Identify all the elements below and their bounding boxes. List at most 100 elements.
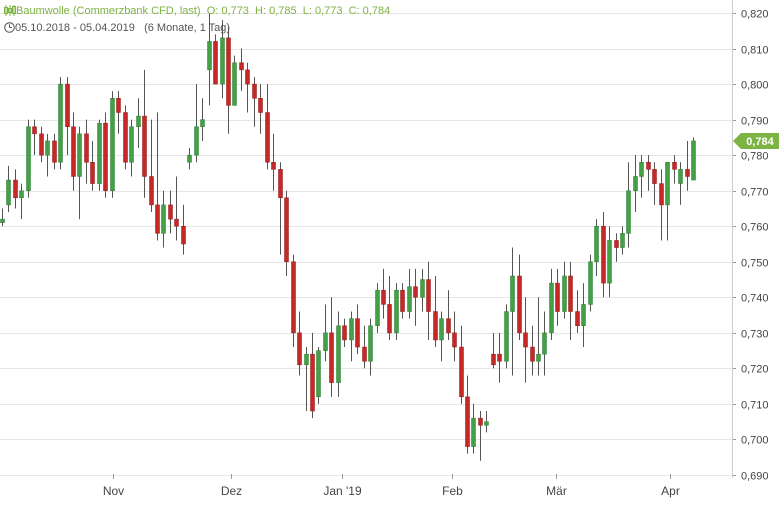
candle-body-up <box>323 332 328 351</box>
candle <box>161 190 166 248</box>
candle <box>375 283 380 333</box>
candle <box>691 137 696 181</box>
candle <box>291 254 296 348</box>
candle-body-up <box>19 190 24 199</box>
candle-body-up <box>194 126 199 156</box>
x-tick-label: Jan '19 <box>323 484 362 498</box>
candle <box>252 76 257 127</box>
candle <box>620 226 625 255</box>
candle <box>510 247 515 376</box>
candle-body-up <box>45 140 50 156</box>
candle-body-up <box>97 122 102 184</box>
candle <box>549 268 554 340</box>
candle <box>491 332 496 369</box>
candle <box>446 290 451 340</box>
candle-body-down <box>497 353 502 362</box>
candle <box>342 318 347 348</box>
chart-header-range: 05.10.2018 - 05.04.2019 (6 Monate, 1 Tag… <box>4 22 230 36</box>
candlestick-icon <box>4 5 16 19</box>
candle <box>84 119 89 184</box>
y-tick-label: 0,810 <box>741 45 769 57</box>
ohlc-values: O: 0,773 H: 0,785 L: 0,773 C: 0,784 <box>206 5 391 17</box>
candle <box>226 27 231 134</box>
candle <box>329 297 334 397</box>
candle-body-up <box>439 318 444 341</box>
candle-body-down <box>284 197 289 263</box>
candle-body-down <box>181 225 186 245</box>
candle-body-up <box>471 417 476 447</box>
candle-body-down <box>517 275 522 334</box>
candle <box>646 155 651 191</box>
x-axis: Nov Dez Jan '19 Feb Mär Apr <box>103 474 680 498</box>
x-tick-label: Dez <box>221 484 242 498</box>
candle-body-up <box>336 325 341 383</box>
candle <box>181 204 186 255</box>
candle <box>316 347 321 404</box>
candle-body-up <box>77 133 82 177</box>
candle <box>336 311 341 397</box>
candle-body-up <box>588 261 593 305</box>
candle <box>672 155 677 184</box>
candle-body-up <box>504 311 509 362</box>
candle <box>174 176 179 241</box>
candle <box>387 275 392 340</box>
candle <box>426 261 431 340</box>
candle <box>394 283 399 340</box>
candle-body-down <box>103 122 108 191</box>
candle-body-down <box>400 289 405 312</box>
candle <box>297 311 302 376</box>
candle-body-down <box>530 346 535 362</box>
candle-body-down <box>672 162 677 170</box>
candle <box>381 268 386 319</box>
candle-body-down <box>433 311 438 341</box>
candle-body-down <box>310 353 315 412</box>
y-tick-label: 0,710 <box>741 400 769 412</box>
candle <box>13 169 18 209</box>
candle-body-up <box>161 204 166 234</box>
candle <box>517 254 522 340</box>
candle-body-up <box>665 162 670 206</box>
chart-header-title: Baumwolle (Commerzbank CFD, last) O: 0,7… <box>4 5 390 19</box>
candle-body-down <box>575 311 580 326</box>
candle <box>639 155 644 198</box>
candle <box>271 133 276 191</box>
candle-body-up <box>562 275 567 312</box>
candle-body-down <box>271 162 276 170</box>
candle <box>355 304 360 355</box>
candle-body-up <box>26 126 31 191</box>
candle <box>187 148 192 170</box>
candle <box>349 311 354 362</box>
candle <box>26 119 31 198</box>
candle-body-down <box>265 112 270 163</box>
candle-body-up <box>633 176 638 191</box>
clock-icon <box>4 22 15 36</box>
candle <box>568 261 573 340</box>
candle-body-down <box>387 304 392 334</box>
candle-body-up <box>536 353 541 362</box>
candle-body-up <box>375 289 380 326</box>
candles <box>0 13 696 461</box>
candle-body-up <box>207 41 212 71</box>
candle <box>459 325 464 404</box>
candle <box>19 183 24 220</box>
candle <box>588 254 593 312</box>
last-value-label: 0,784 <box>733 132 779 149</box>
candle-body-down <box>652 169 657 184</box>
candle <box>220 20 225 99</box>
candle-body-up <box>678 169 683 184</box>
candle <box>536 297 541 376</box>
candle-body-down <box>478 417 483 426</box>
candle-body-down <box>32 126 37 135</box>
y-axis: 0,820 0,810 0,800 0,790 0,780 0,770 0,760 0,750… <box>732 0 769 483</box>
y-tick-label: 0,770 <box>741 187 769 199</box>
y-tick-label: 0,820 <box>741 9 769 21</box>
candle-body-down <box>297 332 302 366</box>
candle <box>633 155 638 213</box>
y-tick-label: 0,780 <box>741 151 769 163</box>
candle-body-down <box>142 115 147 177</box>
candle-body-down <box>278 169 283 199</box>
candle-body-down <box>523 332 528 348</box>
candle-body-down <box>381 289 386 305</box>
